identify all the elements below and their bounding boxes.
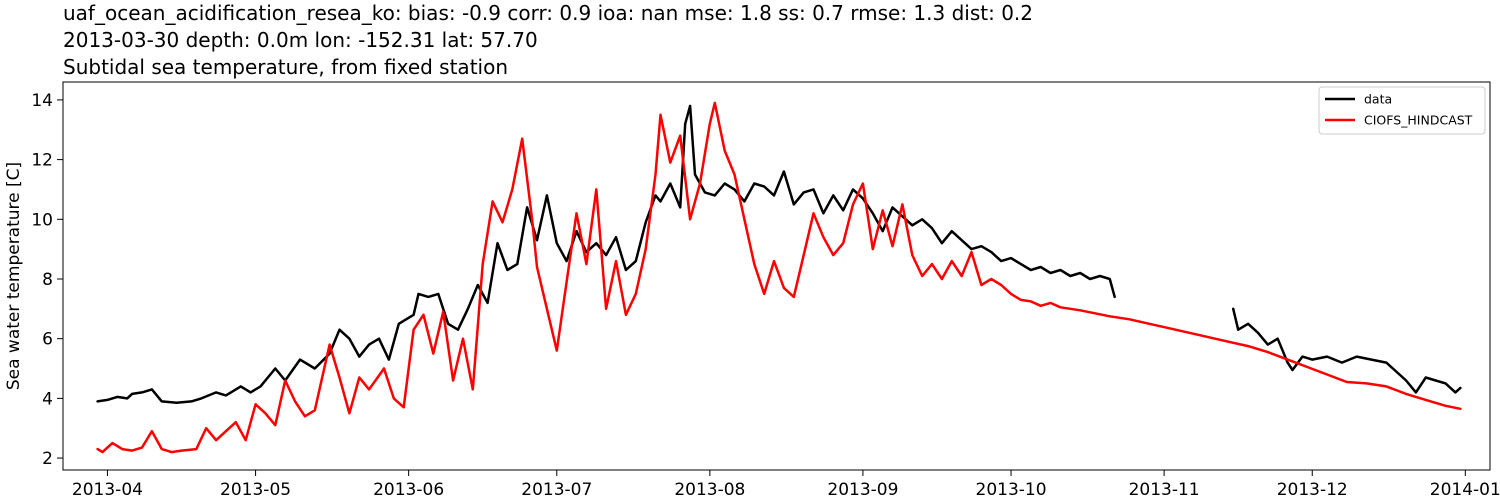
x-tick-label: 2013-11: [1129, 480, 1200, 500]
x-tick-label: 2013-08: [674, 480, 745, 500]
x-tick-label: 2013-10: [976, 480, 1047, 500]
x-axis: 2013-04 2013-05 2013-06 2013-07 2013-08 2013-…: [72, 470, 1500, 500]
x-tick-label: 2013-12: [1277, 480, 1348, 500]
x-tick-label: 2013-04: [72, 480, 143, 500]
y-tick-label: 10: [31, 210, 53, 230]
y-tick-label: 4: [42, 389, 53, 409]
description-title: Subtidal sea temperature, from fixed sta…: [63, 55, 508, 79]
legend: data CIOFS_HINDCAST: [1318, 86, 1486, 135]
y-tick-label: 14: [31, 91, 53, 111]
y-tick-label: 8: [42, 270, 53, 290]
chart-titles: uaf_ocean_acidification_resea_ko: bias: …: [63, 0, 1033, 81]
legend-box: [1318, 86, 1486, 135]
metrics-title: uaf_ocean_acidification_resea_ko: bias: …: [63, 1, 1033, 25]
y-axis: 2 4 6 8 10 12 14: [31, 91, 63, 469]
y-tick-label: 2: [42, 449, 53, 469]
y-axis-label: Sea water temperature [C]: [4, 162, 24, 390]
x-tick-label: 2013-09: [827, 480, 898, 500]
legend-label-ciofs-hindcast: CIOFS_HINDCAST: [1364, 113, 1473, 128]
series-line-data: [1231, 307, 1462, 394]
y-tick-label: 12: [31, 151, 53, 171]
series-line-ciofs-hindcast: [96, 101, 1462, 454]
x-tick-label: 2013-06: [373, 480, 444, 500]
x-tick-label: 2013-05: [220, 480, 291, 500]
station-info-title: 2013-03-30 depth: 0.0m lon: -152.31 lat:…: [63, 28, 538, 52]
legend-label-data: data: [1364, 92, 1392, 107]
y-tick-label: 6: [42, 330, 53, 350]
x-tick-label: 2014-01: [1430, 480, 1500, 500]
plot-frame: [62, 81, 1491, 471]
series-layer: [96, 101, 1462, 454]
x-tick-label: 2013-07: [521, 480, 592, 500]
series-line-data: [96, 104, 1116, 405]
